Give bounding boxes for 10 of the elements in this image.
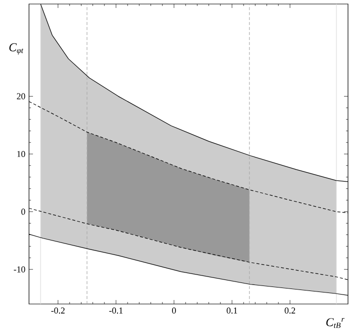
y-tick-label: 20 [16, 93, 26, 100]
x-tick-label: 0.1 [226, 308, 238, 314]
y-axis-title: C$_{φt}$ [9, 43, 24, 55]
y-tick-label: 0 [21, 208, 26, 215]
x-tick-label: -0.1 [109, 308, 123, 314]
y-tick-label: -10 [14, 266, 26, 272]
x-tick-label: -0.2 [51, 308, 65, 314]
x-tick-label: 0 [172, 308, 176, 314]
y-tick-label: 10 [17, 150, 26, 158]
x-tick-label: 0.2 [284, 308, 296, 314]
